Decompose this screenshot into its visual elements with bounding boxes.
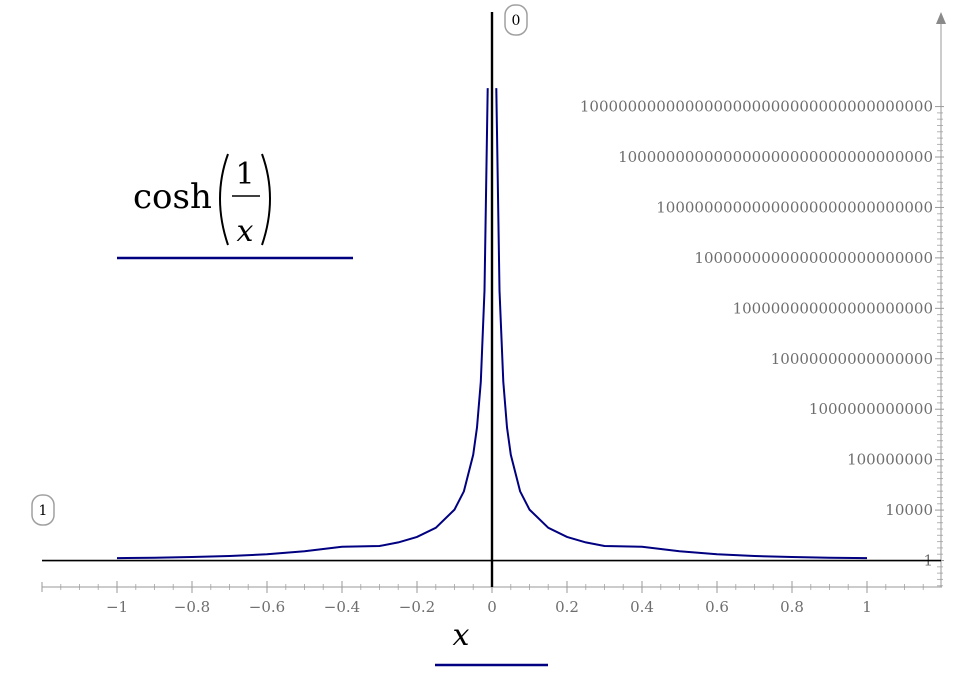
legend-numerator: 1 bbox=[235, 157, 254, 192]
series-line-right-branch bbox=[495, 88, 868, 560]
y-tick-label: 1000000000000000000000000000000000000 bbox=[580, 98, 933, 116]
x-tick-label: 0 bbox=[487, 598, 497, 616]
x-tick-label: 1 bbox=[862, 598, 872, 616]
series-line-left-branch bbox=[116, 88, 489, 560]
x-tick-label: −0.8 bbox=[174, 598, 210, 616]
y-tick-label: 10000000000000000 bbox=[771, 350, 933, 368]
x-tick-label: 0.2 bbox=[555, 598, 579, 616]
y-axis-ticks: 1100001000000001000000000000100000000000… bbox=[580, 98, 944, 587]
axes-lines bbox=[41, 12, 946, 592]
y-axis-arrow bbox=[936, 12, 946, 24]
legend-paren-left bbox=[219, 153, 229, 246]
legend-func-name: cosh bbox=[133, 177, 212, 217]
x-axis-label: x bbox=[453, 618, 470, 653]
legend: 1 0 cosh 1 x x bbox=[31, 4, 548, 667]
y-tick-label: 10000 bbox=[885, 501, 933, 519]
legend-paren-right bbox=[261, 153, 271, 246]
y-tick-label: 100000000000000000000000000000000 bbox=[618, 148, 933, 166]
y-axis-crossing-pill-label: 0 bbox=[512, 13, 521, 29]
legend-denominator: x bbox=[237, 214, 254, 249]
x-tick-label: 0.4 bbox=[630, 598, 654, 616]
series-layer bbox=[116, 88, 868, 560]
x-tick-label: 0.6 bbox=[705, 598, 729, 616]
y-tick-label: 100000000000000000000 bbox=[733, 299, 933, 317]
x-tick-label: −0.4 bbox=[324, 598, 360, 616]
x-axis-crossing-pill-box bbox=[31, 494, 55, 526]
y-tick-label: 100000000 bbox=[847, 451, 933, 469]
x-tick-label: 0.8 bbox=[780, 598, 804, 616]
x-tick-label: −0.6 bbox=[249, 598, 285, 616]
x-tick-label: −1 bbox=[106, 598, 128, 616]
y-tick-label: 1000000000000000000000000 bbox=[694, 249, 933, 267]
y-tick-label: 1000000000000 bbox=[809, 400, 933, 418]
x-tick-label: −0.2 bbox=[399, 598, 435, 616]
y-tick-label: 10000000000000000000000000000 bbox=[656, 198, 933, 216]
y-axis-crossing-pill-box bbox=[504, 4, 528, 36]
x-axis-crossing-pill-label: 1 bbox=[39, 503, 48, 519]
x-axis-ticks: −1 −0.8 −0.6 −0.4 −0.2 0 0.2 0.4 0.6 0.8 1 bbox=[60, 581, 924, 616]
